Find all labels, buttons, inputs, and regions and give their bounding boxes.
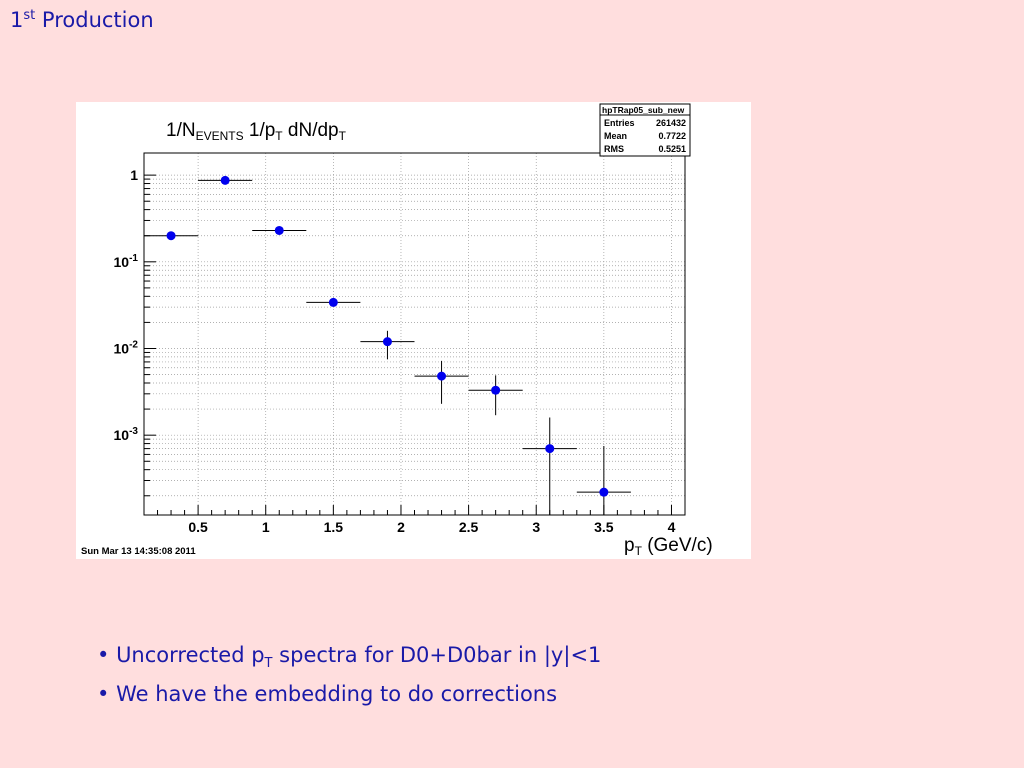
x-axis-label-part: p: [624, 535, 635, 556]
stats-rms-label: RMS: [604, 144, 624, 154]
stats-box-name: hpTRap05_sub_new: [602, 105, 685, 115]
timestamp: Sun Mar 13 14:35:08 2011: [81, 546, 196, 557]
x-tick-label: 0.5: [188, 519, 208, 535]
stats-entries-value: 261432: [656, 118, 686, 128]
y-tick-label: 10-3: [114, 426, 139, 443]
chart-title-part: 1/N: [166, 120, 196, 141]
chart-title-sub: T: [339, 129, 347, 143]
x-tick-label: 4: [668, 519, 676, 535]
bullet-list: • Uncorrected pT spectra for D0+D0bar in…: [97, 640, 601, 718]
slide-title-main: 1: [10, 8, 24, 32]
x-tick-label: 2: [397, 519, 405, 535]
chart-title-sub: EVENTS: [196, 129, 244, 143]
y-tick-label: 1: [130, 167, 138, 183]
chart-title: 1/NEVENTS 1/pT dN/dpT: [166, 120, 347, 143]
slide-title-sup: st: [23, 8, 36, 23]
data-point: [328, 297, 338, 307]
bullet-text: Uncorrected p: [109, 643, 265, 667]
data-point-group: [576, 446, 631, 515]
data-point-group: [468, 375, 523, 416]
slide-title-rest: Production: [35, 8, 154, 32]
y-tick-base: 10: [114, 340, 130, 356]
bullet-text: spectra for D0+D0bar in |y|<1: [272, 643, 602, 667]
data-point-group: [306, 297, 361, 307]
data-point-group: [522, 417, 577, 515]
x-tick-label: 2.5: [459, 519, 479, 535]
data-point: [166, 231, 176, 241]
y-tick-exponent: -2: [129, 339, 138, 350]
x-axis-label-sub: T: [635, 544, 643, 558]
data-point: [220, 175, 230, 185]
data-points: [144, 175, 631, 515]
grid-lines: [144, 153, 685, 515]
data-point-group: [198, 175, 253, 185]
data-point-group: [252, 225, 307, 235]
x-tick-label: 3: [532, 519, 540, 535]
bullet-text: We have the embedding to do corrections: [109, 682, 558, 707]
stats-box: hpTRap05_sub_new Entries 261432 Mean 0.7…: [599, 103, 691, 157]
y-tick-label: 10-2: [114, 339, 139, 356]
chart-title-sub: T: [275, 129, 283, 143]
bullet-sub: T: [264, 656, 273, 672]
x-axis-label: pT (GeV/c): [624, 535, 713, 558]
stats-entries-label: Entries: [604, 118, 635, 128]
data-point-group: [360, 330, 415, 360]
stats-mean-value: 0.7722: [658, 131, 686, 141]
stats-mean-label: Mean: [604, 131, 627, 141]
data-point: [437, 371, 447, 381]
x-axis-label-part: (GeV/c): [642, 535, 713, 556]
data-point: [382, 337, 392, 347]
y-tick-exponent: -1: [129, 253, 138, 264]
chart-title-part: 1/p: [244, 120, 276, 141]
bullet-marker: •: [97, 643, 110, 667]
data-point: [545, 444, 555, 454]
chart-title-part: dN/dp: [283, 120, 339, 141]
data-point: [491, 385, 501, 395]
bullet-item: • We have the embedding to do correction…: [97, 679, 601, 718]
x-tick-label: 1: [262, 519, 270, 535]
data-point: [599, 487, 609, 497]
data-point: [274, 225, 284, 235]
slide-title: 1st Production: [10, 8, 154, 32]
y-tick-label: 10-1: [114, 253, 139, 270]
stats-rms-value: 0.5251: [658, 144, 686, 154]
data-point-group: [414, 360, 469, 404]
y-tick-base: 10: [114, 254, 130, 270]
y-tick-base: 10: [114, 427, 130, 443]
x-tick-label: 1.5: [324, 519, 344, 535]
stats-box-frame: [599, 103, 691, 157]
bullet-item: • Uncorrected pT spectra for D0+D0bar in…: [97, 640, 601, 679]
bullet-marker: •: [97, 682, 110, 707]
y-tick-exponent: -3: [129, 426, 138, 437]
data-point-group: [144, 231, 199, 241]
y-tick-base: 1: [130, 167, 138, 183]
x-tick-label: 3.5: [594, 519, 614, 535]
chart-figure: 0.5 1 1.5 2 2.5 3 3.5 4 1 10-1 10-2 10-3 1/NEVENTS …: [76, 102, 751, 559]
